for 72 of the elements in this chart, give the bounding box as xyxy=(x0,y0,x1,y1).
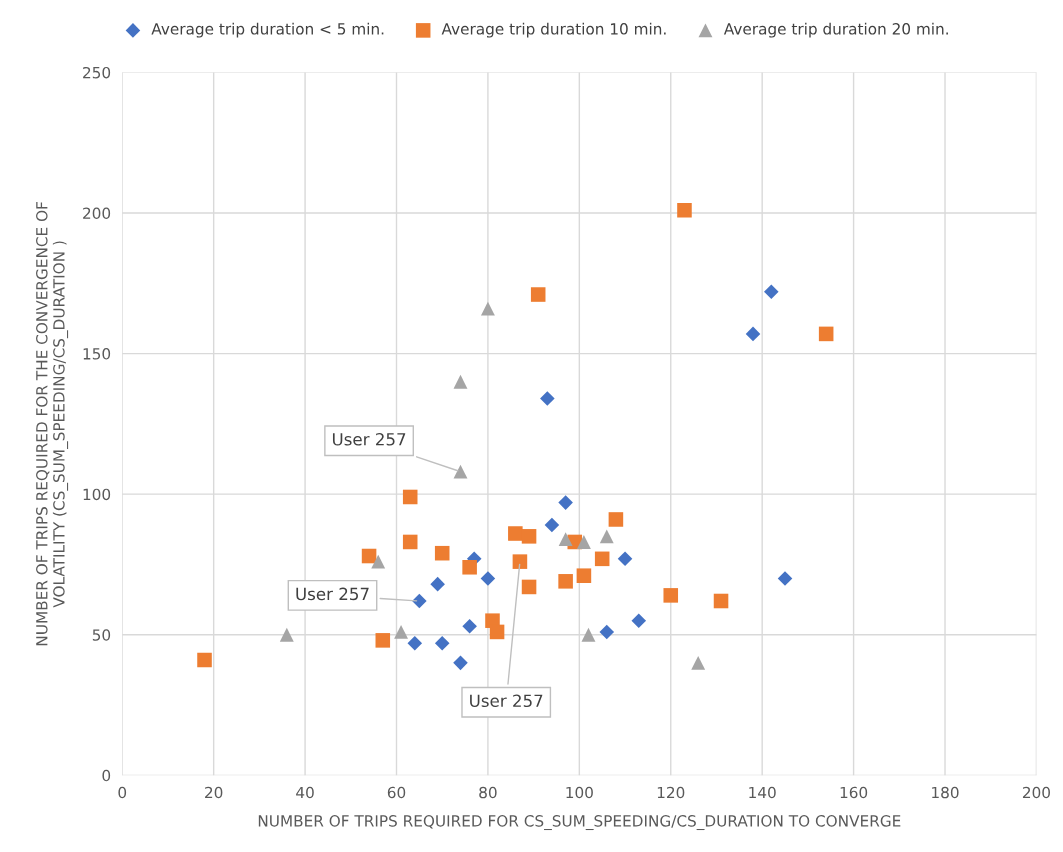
y-tick-label: 100 xyxy=(83,488,111,501)
point xyxy=(480,301,495,316)
point xyxy=(576,535,591,549)
x-tick-label: 60 xyxy=(387,786,406,799)
point xyxy=(617,551,633,567)
x-tick-label: 20 xyxy=(205,786,223,799)
y-tick-label: 200 xyxy=(83,207,111,220)
legend-label: Average trip duration 20 min. xyxy=(723,22,948,38)
y-tick-label: 150 xyxy=(83,348,111,360)
point xyxy=(581,627,596,642)
point xyxy=(489,624,505,640)
point xyxy=(402,489,418,505)
point xyxy=(197,652,212,668)
y-tick-label: 250 xyxy=(83,66,111,79)
point xyxy=(558,495,573,510)
point xyxy=(480,571,496,586)
x-tick-label: 120 xyxy=(657,786,685,799)
x-tick-label: 160 xyxy=(840,786,868,799)
point xyxy=(558,574,573,589)
point xyxy=(453,464,468,479)
point xyxy=(430,576,445,592)
point xyxy=(608,512,624,527)
point xyxy=(462,619,477,634)
point xyxy=(521,529,537,544)
point xyxy=(599,624,615,640)
point xyxy=(764,284,779,300)
y-axis-title: NUMBER OF TRIPS REQUIRED FOR THE CONVERGENCE OF VOLATILITY (CS_SUM_SPEEDING/CS_DURATION ) xyxy=(36,202,69,646)
point xyxy=(540,391,555,406)
x-tick-label: 140 xyxy=(749,786,776,799)
x-tick-label: 80 xyxy=(479,786,497,799)
x-tick-label: 180 xyxy=(932,786,959,799)
point xyxy=(279,627,294,642)
point xyxy=(434,545,450,561)
point xyxy=(512,554,528,569)
legend-label: Average trip duration 10 min. xyxy=(441,22,666,38)
point xyxy=(599,529,614,544)
point xyxy=(462,559,477,575)
point xyxy=(530,287,546,302)
point xyxy=(713,593,729,609)
point xyxy=(407,635,423,651)
y-tick-label: 50 xyxy=(92,629,111,641)
x-tick-label: 200 xyxy=(1022,786,1050,799)
x-axis-title: NUMBER OF TRIPS REQUIRED FOR CS_SUM_SPEEDING/CS_DURATION TO CONVERGE xyxy=(258,815,901,831)
point xyxy=(521,579,537,595)
point xyxy=(663,588,679,603)
point xyxy=(677,202,692,218)
point xyxy=(818,326,834,342)
x-tick-label: 100 xyxy=(566,786,593,799)
point xyxy=(508,526,523,541)
y-tick-label: 0 xyxy=(102,769,111,782)
annotation: User 257 xyxy=(296,587,369,601)
legend-label: Average trip duration < 5 min. xyxy=(151,22,384,38)
point xyxy=(544,517,560,533)
point xyxy=(453,374,468,389)
annotation: User 257 xyxy=(332,432,406,446)
point xyxy=(361,548,377,564)
point xyxy=(394,624,409,639)
point xyxy=(777,571,793,586)
point xyxy=(576,568,592,583)
point xyxy=(631,613,647,628)
point xyxy=(745,326,761,342)
point xyxy=(691,655,706,670)
point xyxy=(558,532,573,547)
point xyxy=(375,633,391,648)
point xyxy=(453,655,468,671)
annotation: User 257 xyxy=(470,694,543,708)
point xyxy=(594,551,610,567)
point xyxy=(402,534,418,550)
point xyxy=(434,635,450,651)
x-tick-label: 0 xyxy=(118,786,127,799)
point xyxy=(371,554,386,569)
x-tick-label: 40 xyxy=(296,786,314,799)
